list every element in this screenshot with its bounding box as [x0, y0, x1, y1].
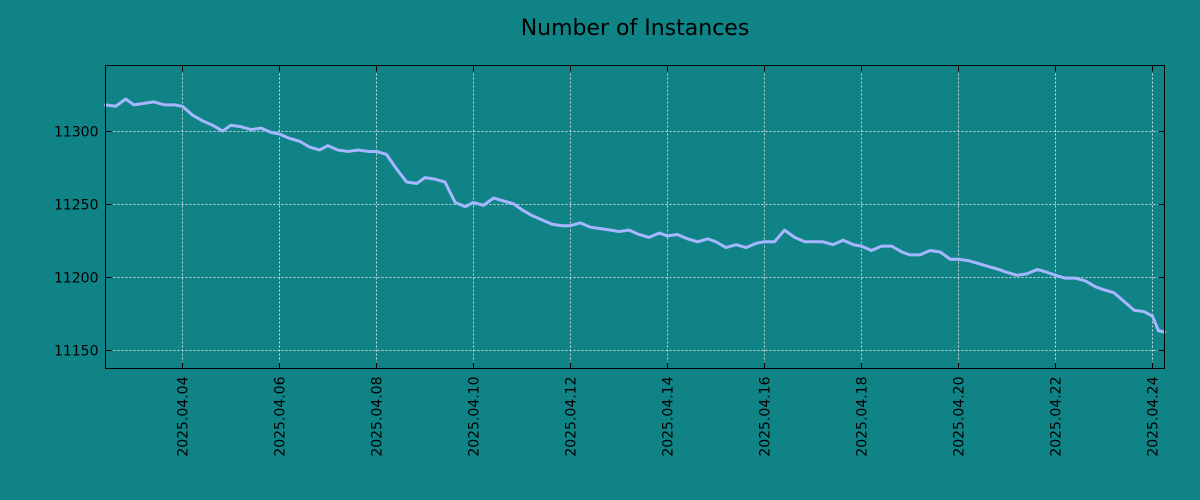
series-layer — [104, 97, 1166, 334]
grid-layer — [105, 65, 1165, 369]
y-tick-label: 11150 — [54, 344, 99, 360]
y-tick-label: 11250 — [54, 198, 99, 214]
chart-title: Number of Instances — [520, 16, 750, 41]
y-tick-label: 11200 — [54, 271, 99, 287]
y-tick-label: 11300 — [54, 125, 99, 141]
x-tick-label: 2025.04.16 — [758, 376, 774, 456]
x-tick-label: 2025.04.24 — [1146, 376, 1162, 456]
x-tick-label: 2025.04.22 — [1049, 377, 1065, 457]
x-tick-label: 2025.04.18 — [855, 377, 871, 457]
x-tick-label: 2025.04.10 — [467, 377, 483, 457]
x-tick-label: 2025.04.08 — [370, 377, 386, 457]
series-line — [104, 97, 1166, 334]
x-tick-label: 2025.04.04 — [176, 376, 192, 456]
x-tick-label: 2025.04.20 — [952, 377, 968, 457]
tick-layer: 2025.04.04 2025.04.06 2025.04.08 2025.04.10… — [54, 65, 1165, 457]
x-tick-label: 2025.04.06 — [273, 376, 289, 456]
x-tick-label: 2025.04.12 — [564, 377, 580, 457]
plot-frame — [105, 65, 1165, 369]
x-tick-label: 2025.04.14 — [661, 376, 677, 456]
